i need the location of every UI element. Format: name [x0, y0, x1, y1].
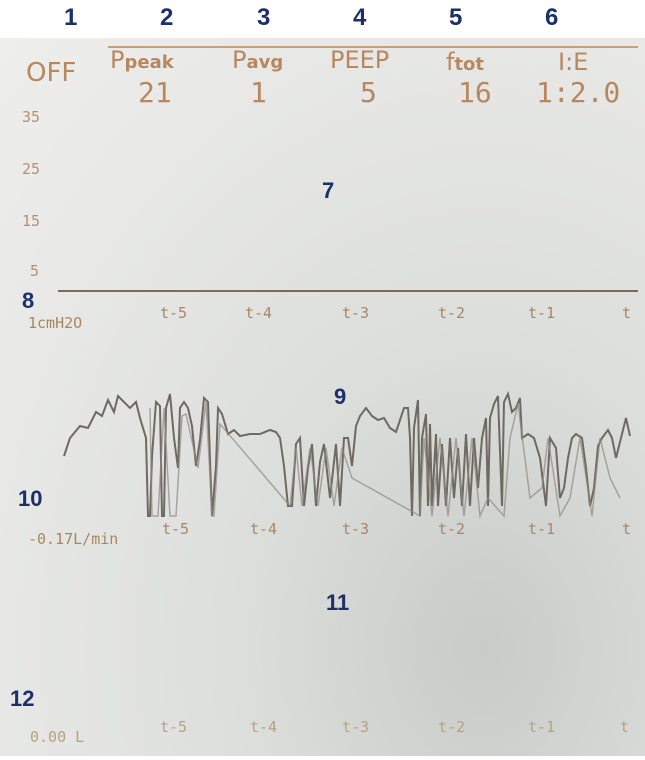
volume-time-tick: t-5	[160, 718, 188, 736]
flow-time-tick: t	[622, 520, 632, 538]
flow-scale: -0.17L/min	[28, 530, 119, 548]
pressure-y-tick: 15	[22, 212, 41, 230]
flow-time-tick: t-1	[528, 520, 556, 538]
pressure-time-tick: t-1	[528, 304, 556, 322]
callout-2: 2	[160, 4, 174, 31]
mode-indicator: OFF	[26, 58, 77, 88]
flow-waveform	[63, 391, 631, 519]
ftot-label: ftot	[446, 48, 485, 76]
pressure-time-tick: t-3	[342, 304, 370, 322]
callout-1: 1	[64, 4, 78, 31]
pressure-time-tick: t-5	[160, 304, 188, 322]
peep-label: PEEP	[330, 46, 390, 74]
peep-value: 5	[360, 76, 377, 109]
callout-4: 4	[353, 4, 367, 31]
volume-time-tick: t-1	[528, 718, 556, 736]
callout-7: 7	[322, 178, 335, 203]
ftot-value: 16	[458, 76, 492, 109]
callout-12: 12	[10, 686, 35, 711]
pressure-y-tick: 5	[30, 262, 40, 280]
flow-time-tick: t-4	[250, 520, 278, 538]
pressure-unit: 1cmH2O	[28, 314, 83, 332]
volume-time-tick: t	[620, 718, 630, 736]
flow-trace	[63, 391, 631, 517]
header-top-line	[108, 46, 638, 48]
pavg-value: 1	[250, 76, 267, 109]
callout-9: 9	[334, 384, 347, 409]
callout-3: 3	[257, 4, 271, 31]
ie-label: I:E	[558, 48, 589, 76]
volume-time-tick: t-2	[438, 718, 466, 736]
pressure-y-tick: 35	[22, 108, 41, 126]
pressure-y-tick: 25	[22, 160, 41, 178]
flow-time-tick: t-5	[162, 520, 190, 538]
volume-time-tick: t-3	[342, 718, 370, 736]
pavg-label: Pavg	[232, 46, 284, 74]
callout-8: 8	[22, 288, 35, 313]
flow-time-tick: t-2	[438, 520, 466, 538]
ie-value: 1:2.0	[536, 76, 621, 109]
ventilator-screen: OFF Ppeak 21 Pavg 1 PEEP 5 ftot 16 I:E 1…	[0, 38, 645, 756]
callout-5: 5	[449, 4, 463, 31]
volume-time-tick: t-4	[250, 718, 278, 736]
pressure-time-tick: t-4	[245, 304, 273, 322]
flow-time-tick: t-3	[342, 520, 370, 538]
callout-6: 6	[545, 4, 559, 31]
ppeak-value: 21	[138, 76, 172, 109]
callout-11: 11	[326, 590, 350, 615]
ppeak-label: Ppeak	[110, 46, 174, 74]
pressure-baseline	[58, 290, 638, 292]
callout-10: 10	[18, 486, 43, 511]
flow-trace-ghost	[149, 401, 621, 519]
volume-scale: 0.00 L	[30, 728, 85, 746]
pressure-time-tick: t-2	[438, 304, 466, 322]
pressure-time-tick: t	[622, 304, 632, 322]
